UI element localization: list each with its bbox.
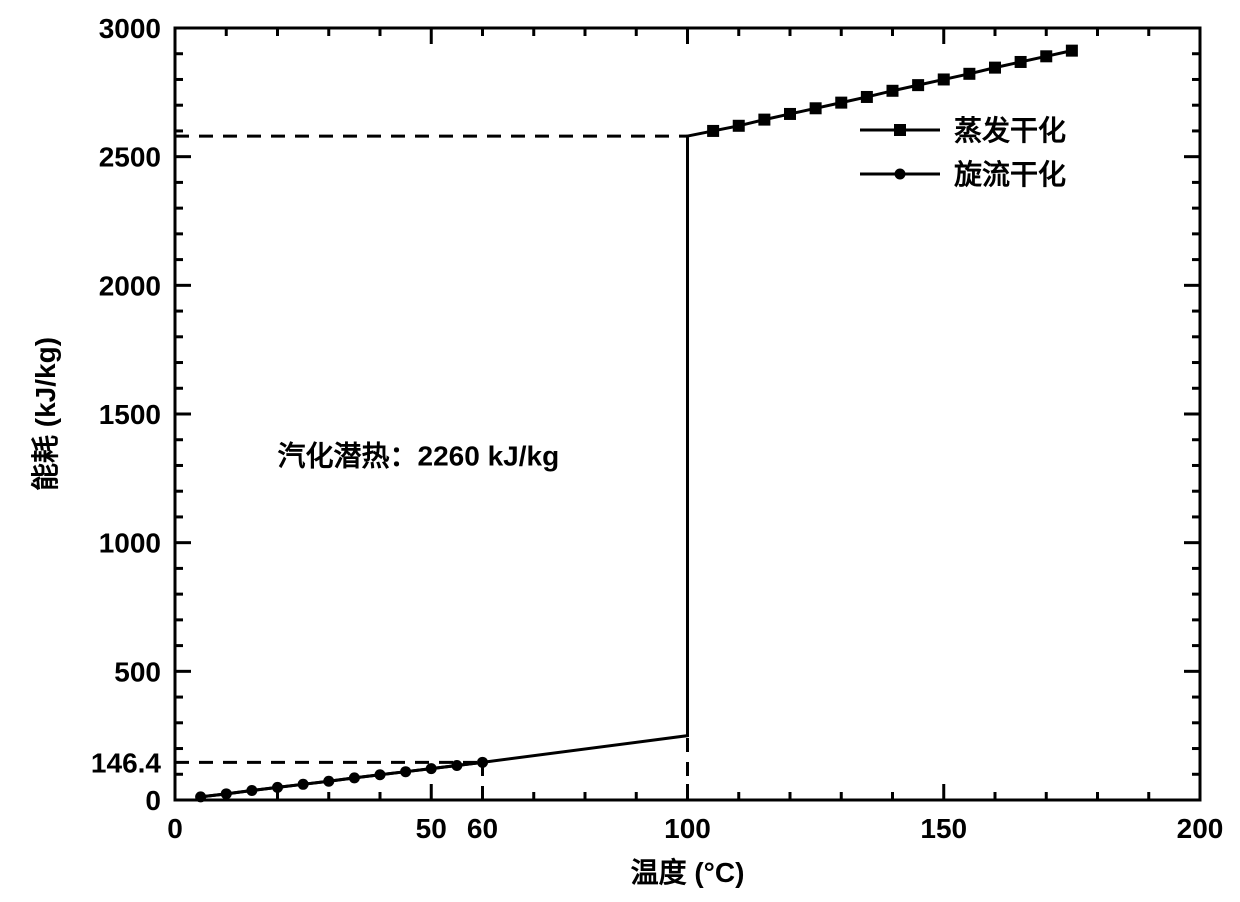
x-tick-label: 100	[664, 813, 711, 844]
marker-square	[1066, 45, 1078, 57]
marker-square	[938, 73, 950, 85]
marker-circle	[375, 769, 386, 780]
marker-square	[1040, 50, 1052, 62]
marker-circle	[221, 788, 232, 799]
marker-circle	[477, 757, 488, 768]
x-tick-label: 0	[167, 813, 183, 844]
marker-circle	[400, 766, 411, 777]
marker-square	[912, 79, 924, 91]
legend-marker-square	[894, 124, 906, 136]
marker-circle	[272, 782, 283, 793]
marker-square	[963, 68, 975, 80]
y-tick-label-extra: 146.4	[91, 747, 161, 778]
x-tick-label-extra: 60	[467, 813, 498, 844]
marker-circle	[298, 779, 309, 790]
y-tick-label: 2500	[99, 142, 161, 173]
x-tick-label: 150	[920, 813, 967, 844]
y-tick-label: 500	[114, 656, 161, 687]
marker-square	[989, 62, 1001, 74]
marker-circle	[195, 791, 206, 802]
marker-circle	[451, 760, 462, 771]
marker-square	[810, 102, 822, 114]
energy-vs-temperature-chart: 0 50 100 150 200 60 0 500 1000 1500 2000 2500 3000 14…	[0, 0, 1240, 902]
marker-square	[861, 91, 873, 103]
y-tick-label: 0	[145, 785, 161, 816]
x-axis-label: 温度 (°C)	[631, 857, 745, 888]
marker-circle	[349, 772, 360, 783]
marker-square	[707, 125, 719, 137]
latent-heat-annotation: 汽化潜热：2260 kJ/kg	[278, 440, 560, 471]
y-axis-label: 能耗 (kJ/kg)	[30, 337, 61, 491]
y-tick-label: 1500	[99, 399, 161, 430]
x-tick-label: 200	[1177, 813, 1224, 844]
marker-square	[733, 120, 745, 132]
y-tick-label: 2000	[99, 270, 161, 301]
y-tick-label: 1000	[99, 528, 161, 559]
marker-circle	[246, 785, 257, 796]
legend-marker-circle	[895, 169, 906, 180]
legend-label-1: 旋流干化	[954, 159, 1066, 190]
marker-square	[1015, 56, 1027, 68]
marker-square	[835, 97, 847, 109]
legend-label-0: 蒸发干化	[954, 114, 1066, 146]
marker-square	[784, 108, 796, 120]
x-tick-label: 50	[416, 813, 447, 844]
marker-square	[758, 114, 770, 126]
marker-square	[887, 85, 899, 97]
marker-circle	[323, 776, 334, 787]
marker-circle	[426, 763, 437, 774]
y-tick-label: 3000	[99, 13, 161, 44]
